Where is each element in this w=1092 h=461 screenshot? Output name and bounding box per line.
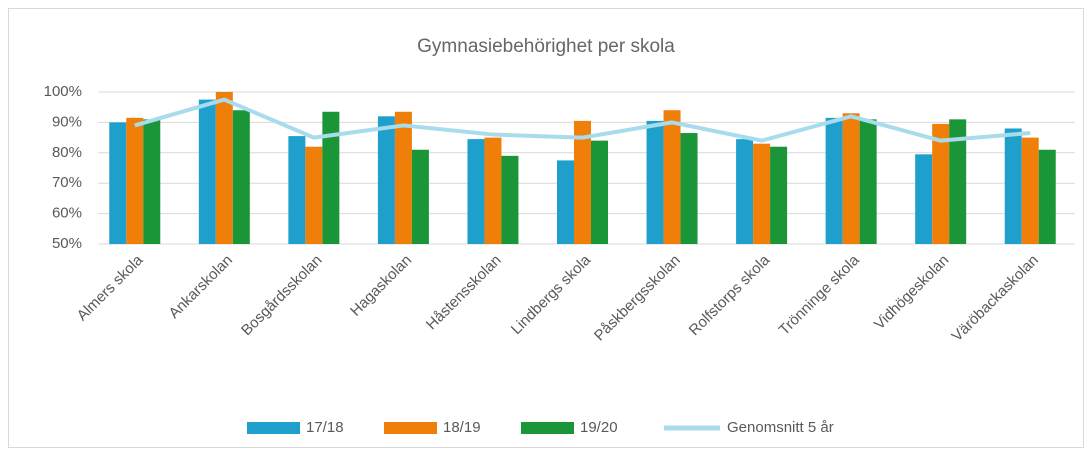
bar [557, 160, 574, 244]
y-tick-label: 90% [52, 113, 82, 130]
bar [859, 119, 877, 244]
average-line [134, 97, 1031, 143]
legend-label: 19/20 [580, 419, 618, 436]
bar [842, 113, 860, 244]
bar [646, 120, 664, 244]
y-tick-label: 80% [52, 144, 82, 161]
bar [322, 111, 340, 244]
bar [932, 123, 950, 244]
bar [126, 117, 144, 244]
bar [825, 117, 843, 244]
chart-border [8, 8, 1084, 448]
bar [109, 122, 127, 244]
bar [232, 110, 250, 245]
chart-title: Gymnasiebehörighet per skola [417, 36, 675, 57]
bar [377, 116, 395, 244]
y-tick-label: 60% [52, 205, 82, 222]
legend-label: Genomsnitt 5 år [727, 419, 834, 436]
legend-label: 17/18 [306, 419, 344, 436]
bar [574, 120, 591, 244]
legend-swatch [247, 422, 300, 434]
bar [591, 140, 608, 244]
bar [1004, 128, 1022, 244]
bar [198, 99, 216, 244]
bar [467, 139, 485, 244]
y-tick-label: 70% [52, 174, 82, 191]
legend-swatch [384, 422, 437, 434]
bar [736, 139, 754, 244]
bar [663, 110, 681, 245]
bar [949, 119, 967, 244]
legend-label: 18/19 [443, 419, 481, 436]
legend-swatch [521, 422, 574, 434]
bar [680, 133, 698, 244]
bar [770, 146, 788, 244]
bar [215, 92, 233, 244]
bar [1038, 149, 1056, 244]
bar [753, 143, 771, 244]
bar [143, 119, 161, 244]
bar [394, 111, 412, 244]
bar [501, 155, 519, 244]
bar [915, 154, 933, 244]
y-tick-label: 100% [44, 83, 82, 100]
bar [484, 137, 502, 244]
bar [288, 136, 306, 244]
bar [305, 146, 323, 244]
bar [411, 149, 429, 244]
y-tick-label: 50% [52, 235, 82, 252]
bar [1021, 137, 1039, 244]
